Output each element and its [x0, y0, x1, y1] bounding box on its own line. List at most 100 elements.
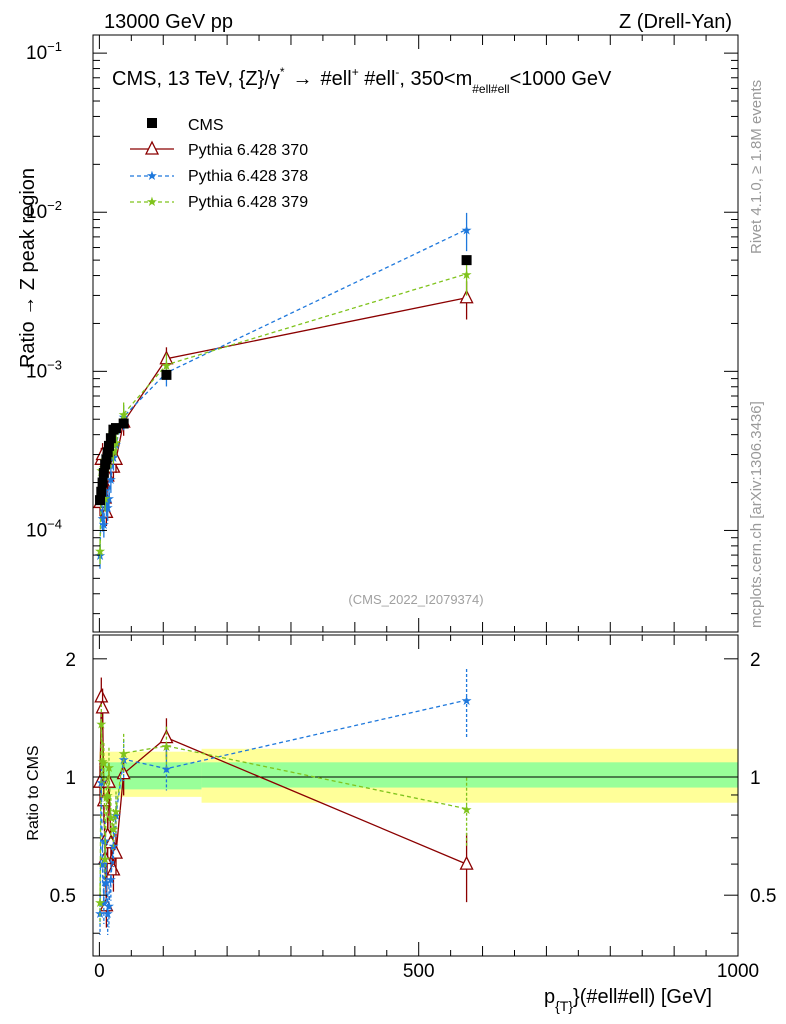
- main-point-cms: [110, 423, 121, 434]
- main-y-tick-label: 10−1: [26, 39, 62, 64]
- ratio-point-py370: [459, 855, 474, 870]
- main-point-py378: ★: [105, 472, 117, 487]
- legend-label-py370: Pythia 6.428 370: [188, 142, 308, 159]
- ratio-point-py379: ★: [95, 716, 107, 731]
- ratio-band-inner: [201, 762, 738, 788]
- ratio-point-py379: ★: [98, 755, 110, 770]
- ratio-y-tick-label: 1: [65, 768, 76, 789]
- legend-marker-py379: ★: [146, 194, 158, 209]
- ratio-panel: ★★★★★★★★★★★★★★★★★★★★★★★★★★ ★★ 0.5 0.51 12 20…: [25, 634, 776, 1014]
- mcplots-label: mcplots.cern.ch [arXiv:1306.3436]: [748, 401, 765, 628]
- main-point-cms: [101, 454, 112, 465]
- main-point-py379: ★: [118, 407, 130, 422]
- main-panel: ★★★★★★★★★★★★★★★★★★★★★★★★★★★★ 10−110−210−…: [17, 34, 739, 633]
- ratio-axis-ticks: 0.5 0.5 1 1 2 2 0 500 1000: [50, 635, 776, 982]
- ratio-point-py378: ★: [98, 895, 110, 910]
- main-point-py378: ★: [98, 517, 110, 532]
- legend-entry-py370: Pythia 6.428 370: [130, 140, 308, 159]
- legend-marker-py370: [144, 140, 160, 155]
- main-point-py379: ★: [99, 491, 111, 506]
- ratio-point-py379: ★: [102, 788, 114, 803]
- legend-entry-cms: CMS: [147, 117, 224, 134]
- main-point-py379: ★: [94, 543, 106, 558]
- main-series-line-py379: [99, 273, 467, 551]
- main-point-cms: [96, 486, 107, 497]
- main-point-cms: [118, 418, 129, 429]
- ratio-point-py378: ★: [103, 899, 115, 914]
- main-point-cms: [98, 467, 109, 478]
- ratio-point-py370: [93, 773, 108, 788]
- header-right: Z (Drell-Yan): [619, 11, 732, 33]
- main-y-tick-label: 10−4: [26, 516, 62, 541]
- x-tick-label: 1000: [717, 961, 759, 982]
- ratio-y-tick-label: 2: [65, 650, 76, 671]
- legend-marker-cms: [147, 118, 157, 128]
- legend-entry-py379: ★ Pythia 6.428 379: [130, 194, 308, 211]
- ratio-point-py379: ★: [118, 746, 130, 761]
- ratio-point-py378: ★: [105, 872, 117, 887]
- ratio-plot-area: ★★★★★★★★★★★★★★★★★★★★★★★★★★ ★★: [93, 669, 738, 935]
- main-point-py379: ★: [461, 267, 473, 282]
- ratio-point-py370: [94, 688, 109, 703]
- ratio-point-py379: ★: [103, 760, 115, 775]
- main-point-py378: ★: [461, 222, 473, 237]
- ratio-y-tick-label-right: 2: [750, 650, 761, 671]
- main-y-tick-label: 10−2: [26, 198, 62, 223]
- main-point-cms: [161, 369, 172, 380]
- ratio-band-inner: [99, 762, 202, 790]
- analysis-watermark: (CMS_2022_I2079374): [348, 592, 483, 607]
- main-point-py370: [459, 289, 474, 304]
- main-point-cms: [103, 440, 114, 451]
- ratio-point-py379: ★: [461, 802, 473, 817]
- main-point-py378: ★: [101, 495, 113, 510]
- ratio-point-py379: ★: [161, 739, 173, 754]
- ratio-series-line-py378: [99, 699, 467, 914]
- ratio-frame: [92, 634, 739, 957]
- main-point-cms: [461, 255, 472, 266]
- main-point-cms: [105, 433, 116, 444]
- main-point-py378: ★: [97, 511, 109, 526]
- header-left: 13000 GeV pp: [104, 11, 233, 33]
- legend-marker-py378: ★: [146, 168, 158, 183]
- rivet-label: Rivet 4.1.0, ≥ 1.8M events: [748, 80, 765, 254]
- ratio-point-py379: ★: [101, 790, 113, 805]
- plot-title: CMS, 13 TeV, {Z}/γ* → #ell+ #ell-, 350<m#e…: [112, 65, 612, 96]
- legend: CMS Pythia 6.428 370 ★ Pythia 6.428 378 …: [130, 117, 308, 211]
- ratio-y-tick-label-right: 0.5: [750, 886, 776, 907]
- x-axis-label: p{T}}(#ell#ell) [GeV]: [544, 986, 712, 1014]
- x-tick-label: 500: [403, 961, 435, 982]
- main-frame: [92, 34, 739, 633]
- ratio-point-py378: ★: [102, 906, 114, 921]
- main-series-line-py378: [99, 228, 467, 556]
- ratio-point-py379: ★: [108, 821, 120, 836]
- ratio-point-py379: ★: [110, 804, 122, 819]
- main-point-cms: [95, 495, 106, 506]
- main-point-cms: [102, 447, 113, 458]
- main-point-cms: [100, 459, 111, 470]
- main-y-tick-label: 10−3: [26, 357, 62, 382]
- ratio-point-py370: [95, 699, 110, 714]
- main-axis-ticks: 10−1 10−2 10−3 10−4: [26, 35, 739, 632]
- ratio-y-tick-label-right: 1: [750, 768, 761, 789]
- legend-label-cms: CMS: [188, 117, 224, 134]
- ratio-point-py378: ★: [97, 857, 109, 872]
- ratio-y-tick-label: 0.5: [50, 886, 76, 907]
- ratio-point-py378: ★: [110, 808, 122, 823]
- legend-entry-py378: ★ Pythia 6.428 378: [130, 168, 308, 185]
- main-point-py378: ★: [103, 491, 115, 506]
- ratio-y-label: Ratio to CMS: [25, 745, 42, 840]
- main-series-line-py370: [99, 297, 467, 513]
- ratio-point-py379: ★: [97, 754, 109, 769]
- main-point-py378: ★: [102, 500, 114, 515]
- main-point-py379: ★: [161, 358, 173, 373]
- x-tick-label: 0: [94, 961, 105, 982]
- ratio-point-py378: ★: [101, 875, 113, 890]
- ratio-point-py379: ★: [99, 852, 111, 867]
- main-y-label: Ratio → Z peak region: [17, 168, 39, 368]
- ratio-point-py378: ★: [161, 762, 173, 777]
- ratio-point-py379: ★: [105, 810, 117, 825]
- main-point-cms: [97, 477, 108, 488]
- ratio-point-py379: ★: [94, 895, 106, 910]
- legend-label-py379: Pythia 6.428 379: [188, 194, 308, 211]
